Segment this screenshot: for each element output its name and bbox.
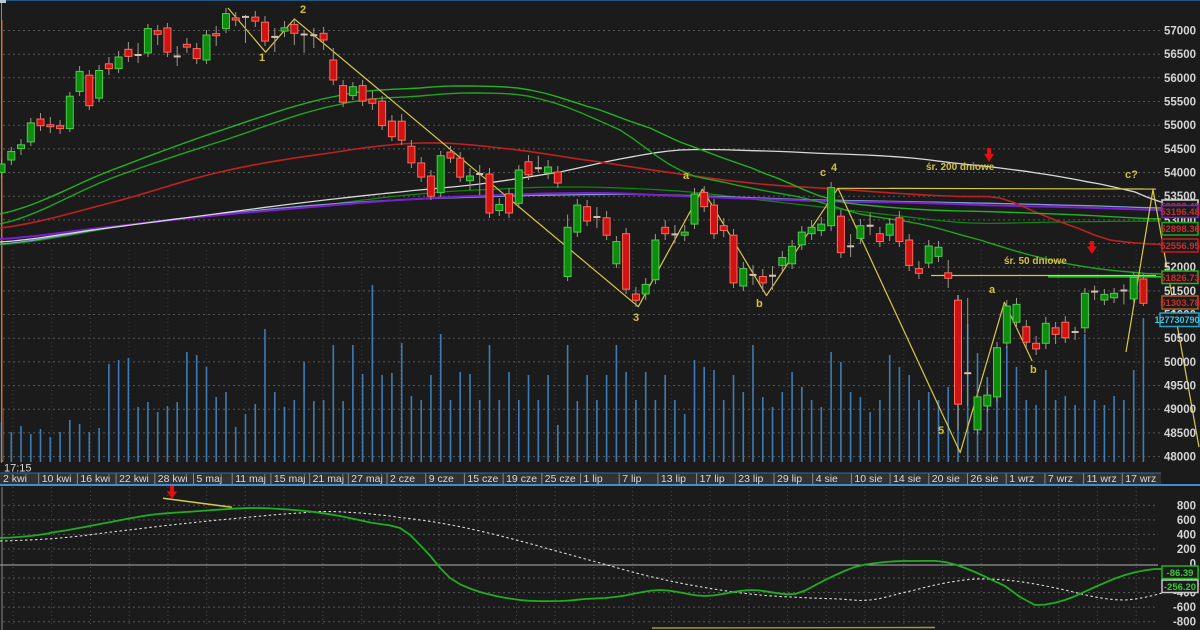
- svg-text:20 sie: 20 sie: [932, 473, 960, 485]
- svg-text:26 sie: 26 sie: [971, 473, 999, 485]
- svg-text:15 cze: 15 cze: [467, 473, 498, 485]
- svg-text:-800: -800: [1173, 617, 1196, 629]
- svg-text:600: 600: [1177, 515, 1196, 527]
- svg-text:27 maj: 27 maj: [351, 473, 383, 485]
- svg-text:śr. 50 dniowe: śr. 50 dniowe: [1004, 256, 1067, 267]
- svg-text:2 cze: 2 cze: [390, 473, 415, 485]
- svg-text:55500: 55500: [1164, 97, 1196, 109]
- svg-text:5: 5: [938, 425, 944, 437]
- svg-text:15 maj: 15 maj: [274, 473, 306, 485]
- svg-text:28 kwi: 28 kwi: [158, 473, 188, 485]
- svg-text:17:15: 17:15: [4, 463, 32, 475]
- svg-text:16 kwi: 16 kwi: [80, 473, 110, 485]
- svg-text:25 cze: 25 cze: [545, 473, 576, 485]
- svg-text:48500: 48500: [1164, 428, 1196, 440]
- svg-text:-86.39: -86.39: [1167, 568, 1194, 579]
- svg-text:4: 4: [831, 162, 838, 174]
- svg-text:54000: 54000: [1164, 168, 1196, 180]
- svg-text:9 cze: 9 cze: [429, 473, 454, 485]
- svg-text:a: a: [683, 170, 690, 182]
- svg-text:54500: 54500: [1164, 144, 1196, 156]
- svg-text:19 cze: 19 cze: [506, 473, 537, 485]
- svg-text:1277307904: 1277307904: [1154, 315, 1200, 325]
- svg-text:50500: 50500: [1164, 333, 1196, 345]
- svg-text:3: 3: [633, 312, 639, 324]
- svg-text:400: 400: [1177, 529, 1196, 541]
- svg-text:b: b: [756, 298, 763, 310]
- svg-text:-256.20: -256.20: [1164, 582, 1196, 593]
- svg-text:23 lip: 23 lip: [738, 473, 763, 485]
- svg-text:17 lip: 17 lip: [700, 473, 725, 485]
- svg-text:4 sie: 4 sie: [816, 473, 838, 485]
- svg-text:-600: -600: [1173, 602, 1196, 614]
- svg-text:29 lip: 29 lip: [777, 473, 802, 485]
- svg-text:2: 2: [300, 4, 306, 16]
- svg-text:11 maj: 11 maj: [235, 473, 266, 485]
- svg-text:22 kwi: 22 kwi: [119, 473, 149, 485]
- svg-text:1 lip: 1 lip: [584, 473, 603, 485]
- svg-text:1: 1: [259, 52, 265, 64]
- svg-text:57000: 57000: [1164, 26, 1196, 38]
- svg-text:50000: 50000: [1164, 357, 1196, 369]
- svg-text:56000: 56000: [1164, 73, 1196, 85]
- svg-text:52556.95: 52556.95: [1160, 241, 1200, 252]
- svg-text:0: 0: [1190, 559, 1196, 571]
- svg-text:49500: 49500: [1164, 381, 1196, 393]
- svg-text:56500: 56500: [1164, 49, 1196, 61]
- svg-text:c?: c?: [1125, 169, 1138, 181]
- svg-text:śr. 200 dniowe: śr. 200 dniowe: [926, 162, 995, 173]
- svg-text:17 wrz: 17 wrz: [1125, 473, 1156, 485]
- svg-text:49000: 49000: [1164, 404, 1196, 416]
- svg-text:1 wrz: 1 wrz: [1009, 473, 1034, 485]
- svg-text:5 maj: 5 maj: [197, 473, 223, 485]
- svg-text:2 kwi: 2 kwi: [3, 473, 27, 485]
- svg-text:7 wrz: 7 wrz: [1048, 473, 1073, 485]
- svg-text:11 wrz: 11 wrz: [1087, 473, 1117, 485]
- svg-text:53196.48: 53196.48: [1160, 207, 1200, 218]
- svg-text:51303.78: 51303.78: [1160, 298, 1200, 309]
- svg-text:51500: 51500: [1164, 286, 1196, 298]
- svg-text:10 kwi: 10 kwi: [42, 473, 72, 485]
- svg-text:48000: 48000: [1164, 452, 1196, 464]
- svg-text:14 sie: 14 sie: [893, 473, 921, 485]
- svg-text:52898.36: 52898.36: [1160, 224, 1200, 235]
- svg-text:51826.73: 51826.73: [1160, 273, 1200, 284]
- svg-text:7 lip: 7 lip: [622, 473, 641, 485]
- svg-text:55000: 55000: [1164, 120, 1196, 132]
- svg-text:200: 200: [1177, 544, 1196, 556]
- svg-text:b: b: [1030, 364, 1037, 376]
- svg-text:21 maj: 21 maj: [313, 473, 345, 485]
- svg-text:c: c: [820, 167, 826, 179]
- svg-text:800: 800: [1177, 500, 1196, 512]
- svg-text:10 sie: 10 sie: [854, 473, 882, 485]
- svg-text:13 lip: 13 lip: [661, 473, 686, 485]
- svg-text:a: a: [989, 284, 996, 296]
